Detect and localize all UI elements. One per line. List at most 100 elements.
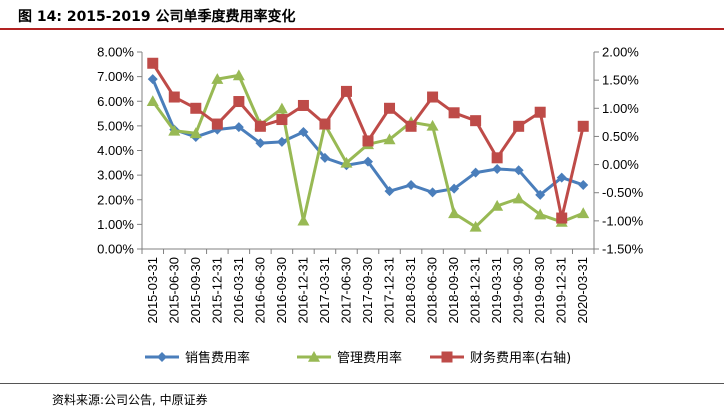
data-point [556,212,568,224]
left-tick-label: 1.00% [97,217,134,232]
left-tick-label: 7.00% [97,69,134,84]
x-tick-label: 2020-03-31 [575,257,590,324]
data-point [298,127,309,138]
legend-label: 管理费用率 [337,350,402,366]
data-point [147,74,158,85]
source-note: 资料来源:公司公告, 中原证券 [52,393,208,407]
data-point [233,122,244,133]
x-tick-label: 2017-06-30 [338,257,353,324]
x-tick-label: 2019-06-30 [511,257,526,324]
title-bar: 图 14: 2015-2019 公司单季度费用率变化 [0,0,724,30]
data-point [491,199,504,211]
data-point [535,189,546,200]
legend-marker [308,351,320,362]
data-point [512,192,525,204]
x-tick-label: 2015-06-30 [166,257,181,324]
data-point [383,133,396,145]
x-tick-label: 2016-06-30 [252,257,267,324]
series-2 [146,69,590,232]
x-tick-label: 2016-03-31 [231,257,246,324]
data-point [578,179,589,190]
x-tick-label: 2016-12-31 [295,257,310,324]
data-point [168,91,180,103]
data-point [275,102,288,114]
right-tick-label: 0.00% [602,157,639,172]
x-tick-label: 2018-06-30 [425,257,440,324]
data-point [362,135,374,147]
data-point [146,95,159,107]
left-tick-label: 3.00% [97,168,134,183]
data-point [577,120,589,132]
data-point [233,96,245,108]
data-point [384,102,396,114]
data-point [340,156,353,168]
data-point [255,138,266,149]
data-point [297,214,310,226]
series-line [151,73,584,229]
x-tick-label: 2016-09-30 [274,257,289,324]
data-point [534,208,547,220]
data-point [513,120,525,132]
data-point [469,220,482,232]
data-point [189,127,202,139]
legend-item: 财务费用率(右轴) [430,350,571,366]
data-point [147,57,159,69]
legend-marker [441,351,453,363]
legend-marker [157,352,167,362]
right-tick-label: 1.50% [602,73,639,88]
left-tick-label: 4.00% [97,143,134,158]
data-point [340,85,352,97]
legend-label: 销售费用率 [185,350,250,366]
data-point [211,73,224,84]
right-tick-label: -1.00% [602,213,644,228]
data-point [168,124,181,136]
left-tick-label: 6.00% [97,94,134,109]
data-point [513,165,524,176]
x-tick-label: 2019-12-31 [554,257,569,324]
legend-item: 管理费用率 [297,350,402,366]
x-tick-label: 2019-03-31 [489,257,504,324]
data-point [470,167,481,178]
data-point [577,207,590,219]
data-point [406,179,417,190]
data-point [254,120,266,132]
x-tick-label: 2018-09-30 [446,257,461,324]
x-tick-label: 2017-12-31 [382,257,397,324]
left-tick-label: 5.00% [97,118,134,133]
x-tick-label: 2015-03-31 [145,257,160,324]
source-bar: 资料来源:公司公告, 中原证券 [0,383,724,411]
data-point [297,99,309,111]
x-tick-label: 2018-12-31 [468,257,483,324]
right-tick-label: -0.50% [602,185,644,200]
figure-title: 图 14: 2015-2019 公司单季度费用率变化 [18,9,296,25]
data-point [449,183,460,194]
data-point [211,118,223,130]
data-point [556,172,567,183]
data-point [319,118,331,130]
right-tick-label: 0.50% [602,129,639,144]
data-point [491,152,503,164]
data-point [363,156,373,167]
series-3 [147,57,589,224]
data-point [448,107,460,119]
data-point [276,114,288,126]
data-point [212,124,223,135]
legend-label: 财务费用率(右轴) [470,350,571,366]
x-tick-label: 2018-03-31 [403,257,418,324]
right-tick-label: -1.50% [602,242,644,257]
data-point [448,207,461,219]
right-tick-label: 2.00% [602,45,639,60]
data-point [319,152,330,163]
x-tick-label: 2017-03-31 [317,257,332,324]
data-point [384,186,395,197]
data-point [534,106,546,118]
x-tick-label: 2019-09-30 [532,257,547,324]
left-tick-label: 8.00% [97,45,134,60]
x-tick-label: 2015-09-30 [188,257,203,324]
data-point [492,163,503,174]
left-tick-label: 0.00% [97,242,134,257]
right-tick-label: 1.00% [602,101,639,116]
x-tick-label: 2015-12-31 [209,257,224,324]
data-point [276,136,287,147]
